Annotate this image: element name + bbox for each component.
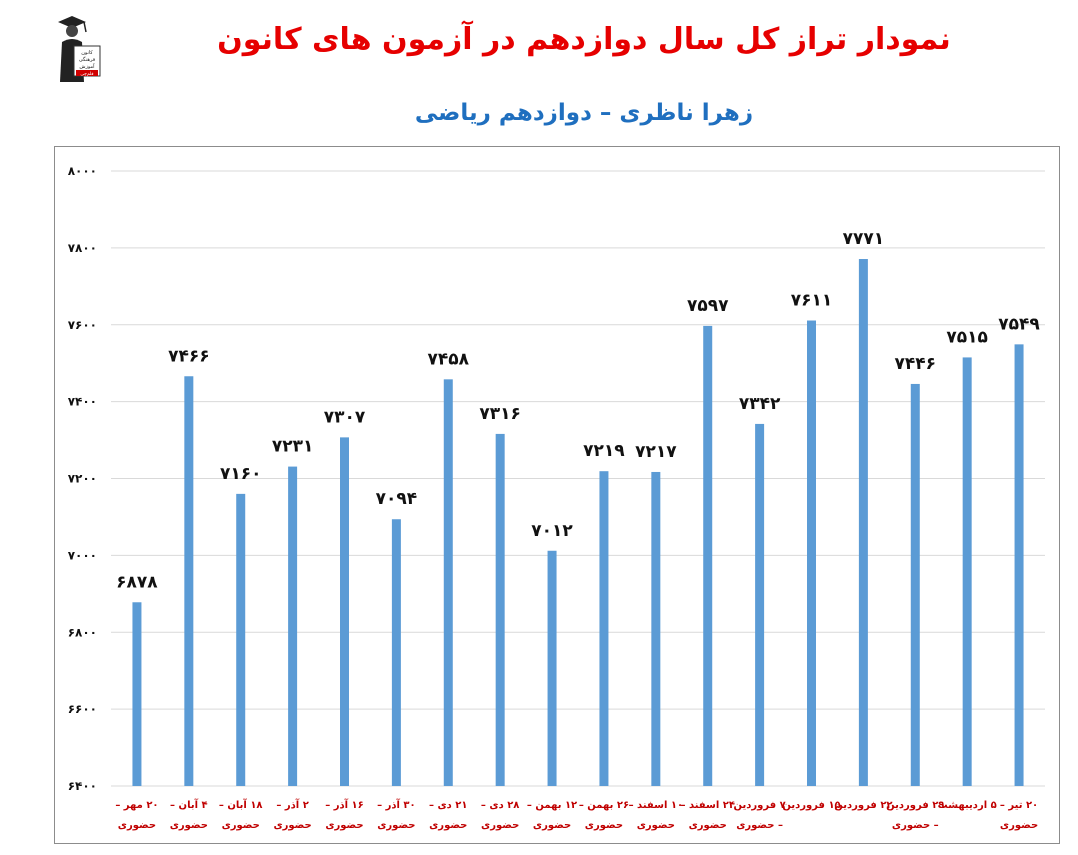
data-label: ۷۳۱۶: [479, 404, 521, 424]
x-tick-label: ۷ فروردین: [734, 800, 786, 811]
data-label: ۷۵۹۷: [687, 296, 729, 316]
bar: [288, 466, 298, 786]
bar: [910, 383, 920, 786]
gridlines: [111, 170, 1045, 787]
data-label: ۷۲۳۱: [272, 437, 314, 457]
x-tick-label: ۲۰ مهر –: [115, 800, 158, 811]
data-label: ۷۴۴۶: [895, 354, 937, 374]
bar: [236, 493, 246, 786]
bar: [391, 519, 401, 786]
data-label: ۶۸۷۸: [116, 572, 158, 592]
bar: [858, 259, 868, 787]
y-tick-label: ۷۴۰۰: [68, 395, 97, 409]
logo-line-3: آموزش: [79, 63, 95, 70]
bar: [1014, 344, 1024, 786]
data-label: ۷۱۶۰: [220, 464, 262, 484]
bar: [132, 602, 142, 786]
x-tick-label: ۵ اردیبهشت: [938, 800, 997, 811]
x-tick-label: ۱۰ اسفند –: [629, 800, 684, 811]
x-tick-label: حضوری: [273, 820, 311, 831]
x-tick-label: حضوری: [118, 820, 156, 831]
data-label: ۷۴۶۶: [168, 346, 210, 366]
x-tick-label: – حضوری: [892, 820, 939, 831]
y-tick-label: ۶۶۰۰: [68, 702, 97, 716]
data-label: ۷۶۱۱: [791, 291, 833, 311]
data-labels: ۶۸۷۸ ۷۴۶۶ ۷۱۶۰ ۷۲۳۱ ۷۳۰۷ ۷۰۹۴ ۷۴۵۸ ۷۳۱۶ ۷۰۱۲ ۷۲۱۹…: [116, 229, 1040, 592]
x-tick-label: حضوری: [429, 820, 467, 831]
x-tick-label: ۲۹ فروردین: [886, 800, 944, 811]
x-tick-label: ۱۲ بهمن –: [527, 800, 577, 811]
bar: [703, 325, 713, 786]
x-tick-label: ۴ آبان –: [170, 798, 208, 811]
x-tick-label: – حضوری: [736, 820, 783, 831]
x-tick-label: حضوری: [637, 820, 675, 831]
x-tick-label: حضوری: [377, 820, 415, 831]
bar: [962, 357, 972, 786]
x-tick-label: حضوری: [170, 820, 208, 831]
bars: [132, 259, 1024, 787]
data-label: ۷۳۰۷: [324, 407, 366, 427]
x-tick-label: ۲۰ تیر –: [1000, 800, 1038, 811]
chart-title: نمودار تراز کل سال دوازدهم در آزمون های …: [217, 22, 951, 57]
chart-area: ۶۴۰۰ ۶۶۰۰ ۶۸۰۰ ۷۰۰۰ ۷۲۰۰ ۷۴۰۰ ۷۶۰۰ ۷۸۰۰ ۸۰۰۰ ۶۸۷…: [54, 146, 1060, 844]
data-label: ۷۳۴۲: [739, 394, 781, 414]
bar: [599, 471, 609, 786]
x-tick-label: ۱۶ آذر –: [325, 798, 364, 811]
x-tick-label: ۲۶ بهمن –: [579, 800, 629, 811]
data-label: ۷۵۴۹: [998, 314, 1040, 334]
x-tick-label: ۲۱ دی –: [429, 800, 467, 811]
x-tick-label: ۲ آذر –: [276, 798, 308, 811]
logo-line-4: قلم‌چی: [80, 72, 93, 77]
y-tick-label: ۶۸۰۰: [68, 625, 97, 639]
data-label: ۷۲۱۹: [583, 441, 625, 461]
y-axis-tick-labels: ۶۴۰۰ ۶۶۰۰ ۶۸۰۰ ۷۰۰۰ ۷۲۰۰ ۷۴۰۰ ۷۶۰۰ ۷۸۰۰ ۸۰۰۰: [68, 164, 97, 793]
x-tick-label: حضوری: [585, 820, 623, 831]
y-tick-label: ۷۸۰۰: [68, 241, 97, 255]
x-tick-label: حضوری: [533, 820, 571, 831]
x-tick-label: حضوری: [325, 820, 363, 831]
data-label: ۷۰۹۴: [376, 489, 418, 509]
y-tick-label: ۷۰۰۰: [68, 548, 97, 562]
bar: [495, 433, 505, 786]
bar: [340, 437, 349, 786]
bar-chart: ۶۴۰۰ ۶۶۰۰ ۶۸۰۰ ۷۰۰۰ ۷۲۰۰ ۷۴۰۰ ۷۶۰۰ ۷۸۰۰ ۸۰۰۰ ۶۸۷…: [68, 164, 1045, 831]
x-tick-label: ۱۸ آبان –: [219, 798, 263, 811]
data-label: ۷۲۱۷: [635, 442, 677, 462]
x-axis-category-labels: ۲۰ مهر – حضوری ۴ آبان – حضوری ۱۸ آبان – حضوری…: [115, 798, 1038, 831]
bar: [443, 379, 453, 786]
x-tick-label: حضوری: [481, 820, 519, 831]
bar: [807, 320, 816, 786]
y-tick-label: ۷۶۰۰: [68, 318, 97, 332]
data-label: ۷۴۵۸: [428, 349, 470, 369]
kanoon-logo: کانون فرهنگی آموزش قلم‌چی: [50, 12, 102, 84]
chart-subtitle: زهرا ناظری – دوازدهم ریاضی: [414, 100, 754, 126]
data-label: ۷۵۱۵: [946, 327, 988, 347]
x-tick-label: ۲۸ دی –: [481, 800, 519, 811]
bar: [547, 550, 557, 786]
y-tick-label: ۸۰۰۰: [68, 164, 97, 178]
bar: [651, 471, 661, 786]
y-tick-label: ۶۴۰۰: [68, 779, 97, 793]
x-tick-label: ۱۵ فروردین: [782, 800, 840, 811]
graduate-figure-icon: کانون فرهنگی آموزش قلم‌چی: [58, 16, 101, 82]
logo-line-1: کانون: [81, 50, 93, 56]
x-tick-label: ۳۰ آذر –: [377, 798, 416, 811]
x-tick-label: حضوری: [1000, 820, 1038, 831]
bar: [755, 423, 765, 786]
x-tick-label: حضوری: [222, 820, 260, 831]
x-tick-label: حضوری: [689, 820, 727, 831]
x-tick-label: ۲۲ فروردین: [834, 800, 892, 811]
data-label: ۷۷۷۱: [843, 229, 885, 249]
logo-line-2: فرهنگی: [79, 56, 96, 63]
data-label: ۷۰۱۲: [531, 521, 573, 541]
bar: [184, 376, 194, 786]
y-tick-label: ۷۲۰۰: [68, 472, 97, 486]
x-tick-label: ۲۴ اسفند –: [680, 800, 735, 811]
